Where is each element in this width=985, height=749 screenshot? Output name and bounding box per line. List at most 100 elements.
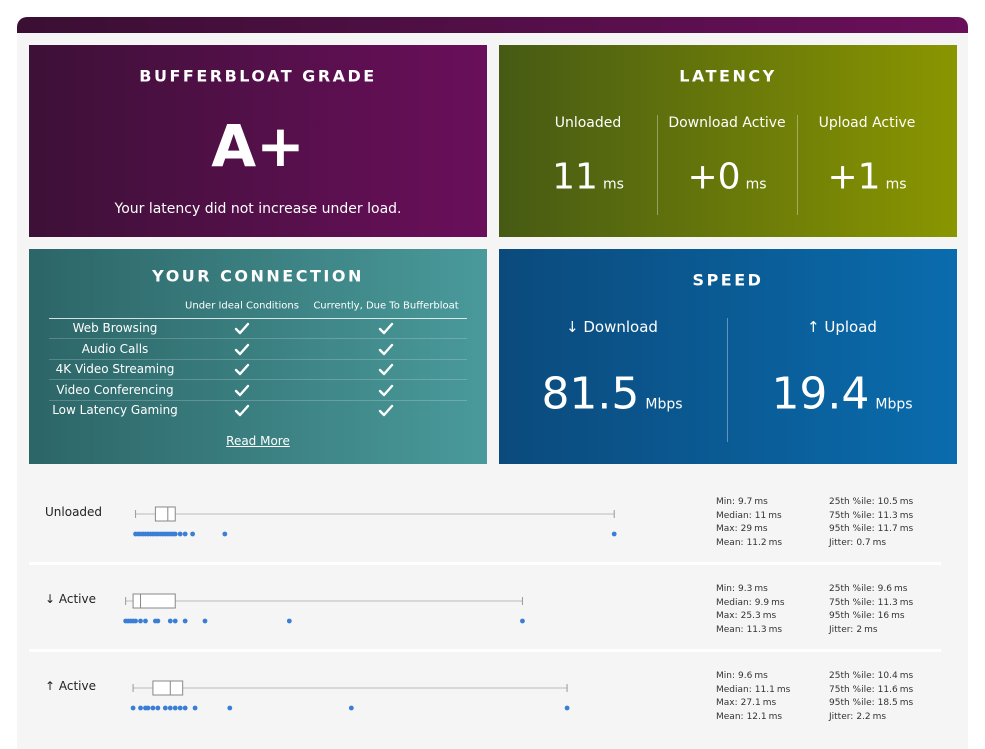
stat-label: Median:	[716, 684, 752, 695]
stat-line: Median: 9.9 ms	[716, 598, 785, 608]
sample-dot	[177, 705, 183, 711]
speed-number: 19.4	[771, 368, 870, 420]
check-mark	[378, 363, 394, 376]
row-label: ↑ Active	[45, 679, 96, 693]
sample-dot	[286, 618, 292, 624]
check-icon	[234, 343, 250, 355]
divider	[727, 318, 728, 442]
sample-dot	[182, 618, 188, 624]
stat-line: Max: 29 ms	[716, 524, 768, 534]
stat-unit: ms	[872, 538, 887, 549]
stat-value: 11.7	[877, 524, 898, 535]
check-icon	[378, 363, 394, 376]
check-icon	[378, 404, 394, 417]
stat-value: 18.5	[877, 698, 898, 709]
stat-line: Jitter: 2.2 ms	[829, 712, 886, 722]
sample-dot	[172, 531, 178, 537]
row-rule	[49, 338, 467, 339]
stat-unit: ms	[762, 698, 777, 709]
stat-line: Min: 9.7 ms	[716, 497, 768, 507]
sample-dot	[520, 618, 525, 624]
latency-value: 11 ms	[552, 157, 624, 198]
row-label: Web Browsing	[72, 321, 158, 335]
stat-label: Min:	[716, 497, 736, 507]
stat-line: 75th %ile: 11.3 ms	[829, 511, 913, 521]
speed-title: SPEED	[692, 270, 764, 290]
stat-value: 25.3	[740, 611, 761, 622]
row-label: Unloaded	[45, 505, 103, 519]
grade-card: BUFFERBLOAT GRADE A+ Your latency did no…	[29, 45, 487, 237]
sample-dot	[172, 618, 178, 624]
stat-unit: ms	[872, 712, 887, 723]
stat-unit: ms	[754, 584, 768, 594]
divider	[657, 115, 658, 215]
sample-dot	[227, 705, 233, 711]
read-more-link[interactable]: Read More	[226, 434, 290, 448]
stat-value: 9.7	[738, 497, 753, 507]
row-separator	[29, 562, 941, 565]
check-mark	[378, 322, 394, 335]
check-mark	[234, 343, 250, 355]
stat-unit: ms	[899, 698, 914, 709]
sample-dot	[138, 618, 143, 624]
row-rule	[49, 379, 467, 380]
stat-label: 75th %ile:	[829, 684, 875, 695]
sample-dot	[222, 531, 228, 537]
check-icon	[378, 343, 394, 355]
speed-card: SPEED ↓ Download 81.5 Mbps ↑ Upload 19.4 Mbps	[499, 249, 957, 464]
row-label: Video Conferencing	[56, 382, 174, 397]
stat-value: 11.2	[746, 538, 767, 549]
grade-message: Your latency did not increase under load…	[114, 201, 402, 217]
stat-value: 9.9	[754, 597, 770, 608]
stat-unit: ms	[768, 538, 783, 549]
stat-line: Min: 9.6 ms	[716, 671, 768, 681]
stat-unit: ms	[899, 497, 914, 507]
sample-dot	[182, 531, 188, 537]
stat-label: Mean:	[716, 712, 744, 723]
stat-label: 25th %ile:	[829, 497, 875, 507]
latency-unit: ms	[745, 176, 767, 193]
stat-line: 25th %ile: 9.6 ms	[829, 584, 907, 594]
stat-value: 11.1	[754, 684, 775, 695]
row-label: ↓ Active	[45, 592, 96, 606]
stat-unit: ms	[899, 524, 914, 535]
stat-unit: ms	[754, 671, 768, 681]
stat-line: Median: 11 ms	[716, 511, 782, 521]
stat-label: Min:	[716, 671, 736, 681]
stat-value: 2.2	[856, 712, 871, 723]
stat-unit: ms	[899, 671, 914, 681]
speed-label: ↓ Download	[566, 318, 658, 336]
stat-line: Median: 11.1 ms	[716, 685, 790, 695]
speed-unit: Mbps	[645, 396, 683, 413]
latency-label: Unloaded	[554, 115, 622, 131]
stat-label: Mean:	[716, 538, 744, 549]
stat-label: 95th %ile:	[829, 611, 875, 622]
stat-unit: ms	[864, 625, 878, 636]
check-icon	[378, 322, 394, 335]
speed-label: ↑ Upload	[807, 318, 877, 336]
stat-value: 11.3	[746, 625, 767, 636]
sample-dot	[167, 618, 173, 624]
box	[152, 680, 184, 696]
divider	[797, 115, 798, 215]
check-mark	[234, 322, 250, 335]
stat-line: Max: 25.3 ms	[716, 611, 776, 621]
speed-unit: Mbps	[875, 396, 913, 413]
top-bar	[17, 17, 968, 33]
stat-unit: ms	[899, 510, 914, 521]
sample-dot	[167, 705, 173, 711]
row-rule	[49, 358, 467, 360]
stat-unit: ms	[754, 497, 768, 507]
sample-dot	[177, 531, 183, 537]
sample-dot	[192, 705, 198, 711]
stat-label: Jitter:	[829, 538, 854, 549]
stat-value: 11.3	[877, 597, 898, 608]
stat-unit: ms	[762, 611, 777, 622]
stat-label: 75th %ile:	[829, 510, 875, 521]
latency-unit: ms	[885, 176, 907, 193]
sample-dot	[348, 705, 354, 711]
stat-label: 95th %ile:	[829, 524, 875, 535]
sample-dot	[155, 618, 161, 624]
